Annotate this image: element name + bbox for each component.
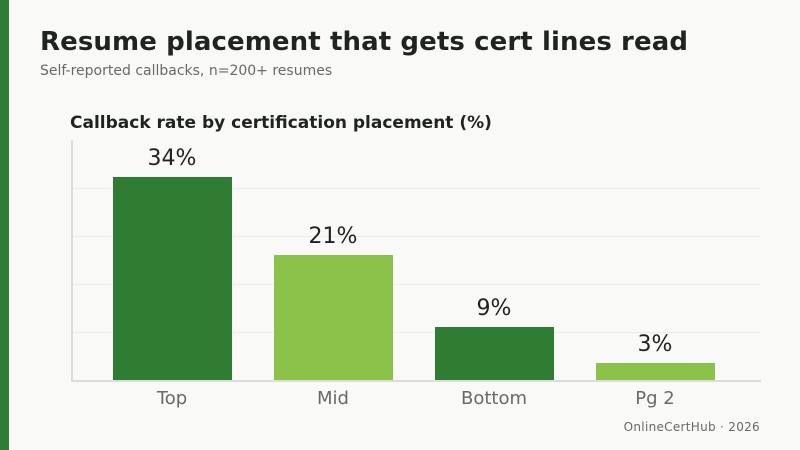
gridline: [73, 236, 760, 237]
gridline: [73, 332, 760, 333]
chart-title: Callback rate by certification placement…: [70, 113, 492, 133]
bar-top: [113, 177, 232, 381]
plot-area: [71, 140, 761, 382]
bar-value-label: 21%: [308, 224, 358, 249]
bar-value-label: 9%: [476, 296, 512, 321]
bar-mid: [274, 255, 393, 381]
category-label: Bottom: [460, 388, 528, 409]
accent-bar: [0, 0, 9, 450]
category-label: Pg 2: [635, 388, 675, 409]
bar-bottom: [435, 327, 554, 381]
footer-credit: OnlineCertHub · 2026: [623, 420, 760, 434]
bar-value-label: 3%: [637, 332, 673, 357]
y-axis: [71, 140, 73, 382]
gridline: [73, 188, 760, 189]
category-label: Mid: [317, 388, 349, 409]
page-title: Resume placement that gets cert lines re…: [40, 27, 689, 57]
gridline: [73, 284, 760, 285]
bar-value-label: 34%: [147, 146, 197, 171]
category-label: Top: [156, 388, 188, 409]
page-subtitle: Self-reported callbacks, n=200+ resumes: [40, 63, 333, 79]
x-axis: [71, 380, 761, 382]
bar-pg2: [596, 363, 715, 381]
